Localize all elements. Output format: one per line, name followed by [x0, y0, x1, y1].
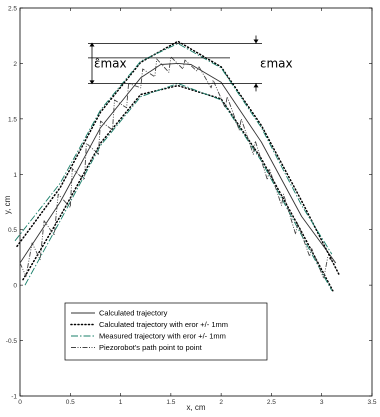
- y-axis-label: y, cm: [3, 195, 12, 214]
- x-tick-label: 2.5: [267, 399, 276, 406]
- y-tick-label: 0: [13, 283, 17, 290]
- eps-hat-arrow-down: [89, 80, 95, 85]
- y-tick-label: 2: [13, 61, 17, 68]
- x-tick-label: 3: [320, 399, 324, 406]
- x-axis-label: x, cm: [186, 403, 205, 412]
- annotation-layer: ε̂max εmax: [88, 35, 293, 92]
- y-tick-label: 1.5: [8, 116, 17, 123]
- axis-ticks: 0 0.5 1 1.5 2 2.5 3 3.5 -1 -0.5 0 0.5 1 1.5 2 2.5: [6, 6, 377, 407]
- series-layer: [14, 40, 340, 292]
- y-tick-label: 2.5: [8, 6, 17, 13]
- eps-arrowhead-top: [253, 39, 259, 44]
- series-line-5: [19, 56, 337, 279]
- x-tick-label: 2: [219, 399, 223, 406]
- eps-hat-max-label: ε̂max: [94, 56, 127, 70]
- x-tick-label: 1: [119, 399, 123, 406]
- x-tick-label: 3.5: [367, 399, 376, 406]
- x-tick-label: 0.5: [66, 399, 75, 406]
- legend: Calculated trajectory Calculated trajecto…: [64, 302, 268, 361]
- x-tick-label: 0: [18, 399, 22, 406]
- legend-label-3: Piezorobot's path point to point: [99, 343, 203, 352]
- y-tick-label: 1: [13, 172, 17, 179]
- series-line-3: [14, 43, 333, 255]
- eps-max-label: εmax: [260, 56, 293, 70]
- eps-arrowhead-bottom: [253, 83, 259, 88]
- y-tick-label: -1: [11, 394, 17, 401]
- series-line-1: [16, 40, 340, 275]
- legend-label-2: Measured trajectory with eror +/- 1mm: [99, 332, 226, 341]
- legend-label-1: Calculated trajectory with eror +/- 1mm: [99, 320, 228, 329]
- legend-box: [64, 302, 268, 361]
- legend-label-0: Calculated trajectory: [99, 309, 168, 318]
- y-tick-label: -0.5: [6, 338, 18, 345]
- series-line-4: [24, 82, 333, 291]
- x-tick-label: 1.5: [166, 399, 175, 406]
- y-tick-label: 0.5: [8, 227, 17, 234]
- eps-hat-arrow-up: [89, 42, 95, 47]
- series-line-2: [22, 84, 334, 292]
